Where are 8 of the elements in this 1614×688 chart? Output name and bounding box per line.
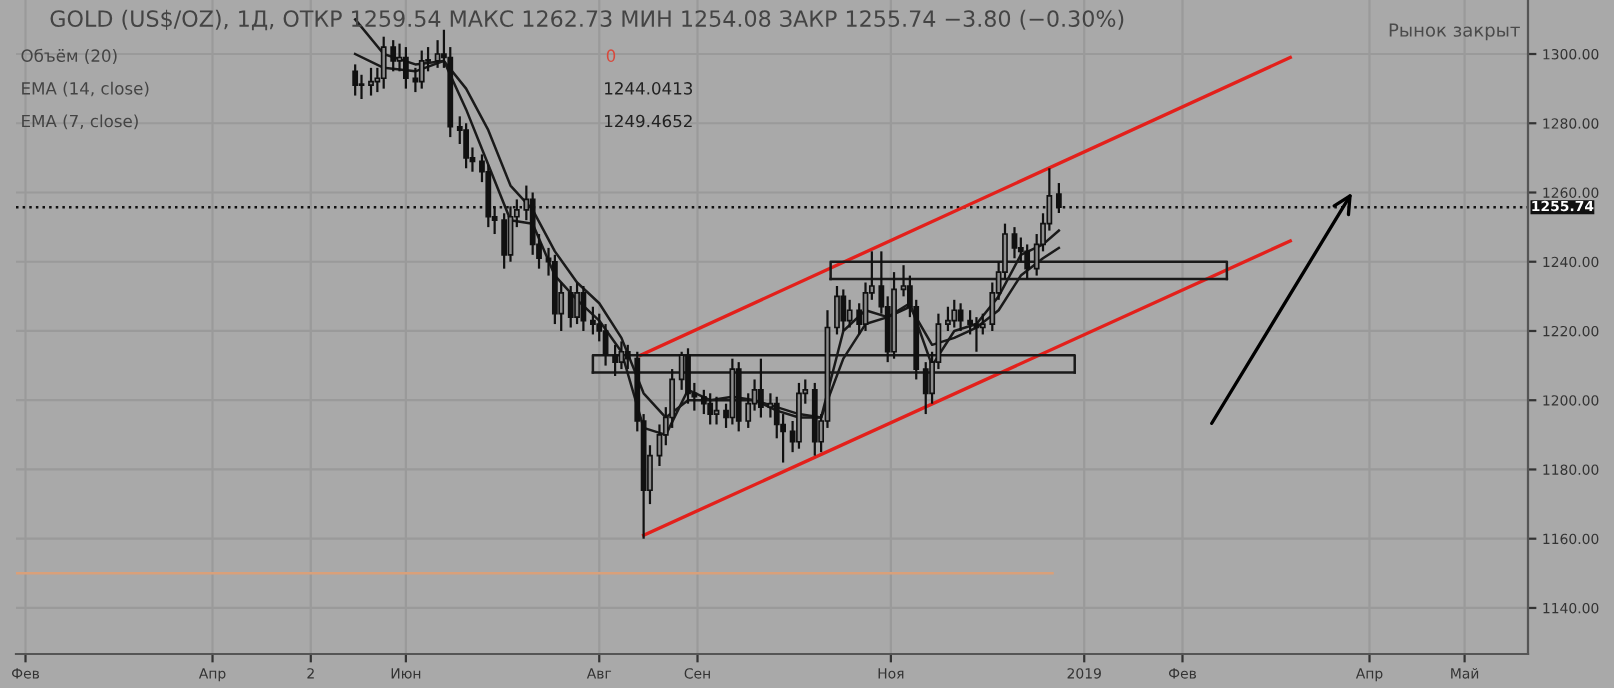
annotation: EMA (7, close) xyxy=(22,114,138,130)
annotation: 0 xyxy=(606,49,616,62)
chart-title: GOLD (US$/OZ), 1Д, ОТКР 1259.54 МАКС 1262.73 МИН 1254.08 ЗАКР 1255.74 −3.80 (−0.30%) xyxy=(50,9,1124,31)
annotation: EMA (14, close) xyxy=(22,81,149,97)
annotation: Объём (20) xyxy=(21,48,117,64)
annotation: 1244.0413 xyxy=(605,82,693,95)
annotation: 1249.4652 xyxy=(605,114,692,128)
annotation: Рынок закрыт xyxy=(1389,23,1520,41)
